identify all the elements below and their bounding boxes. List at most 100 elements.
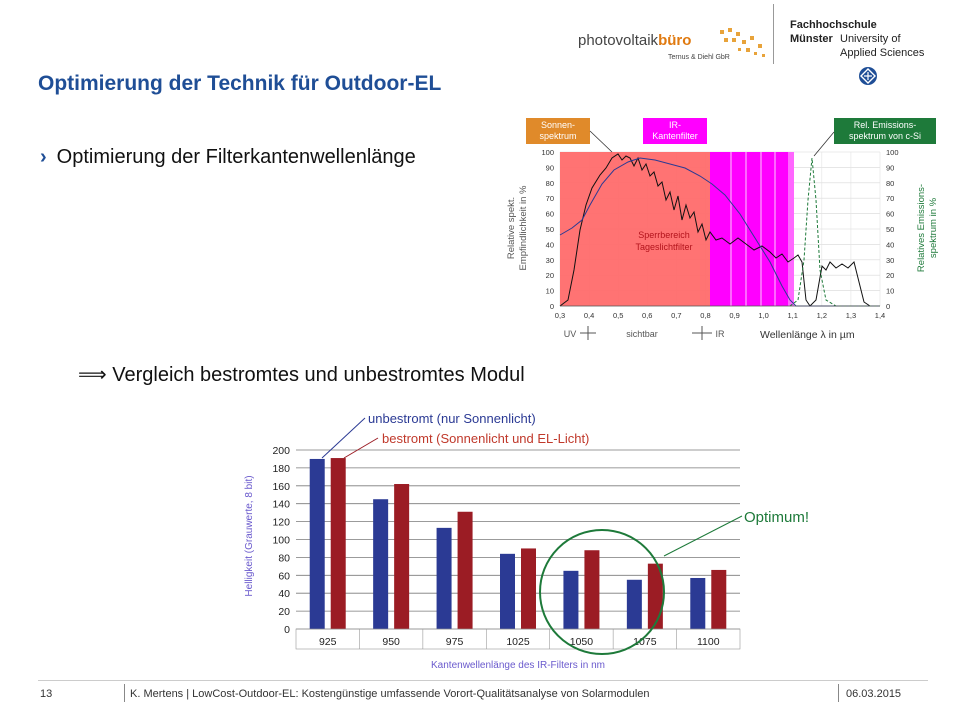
spec-ytick-right: 40 xyxy=(886,240,894,249)
chevron-right-icon: › xyxy=(40,146,47,168)
callout-em-2: spektrum von c-Si xyxy=(849,131,921,141)
legend-bestromt-line xyxy=(343,437,379,459)
bar-bestromt xyxy=(457,511,473,629)
spec-xtick: 0,9 xyxy=(729,311,739,320)
spec-ytick-left: 0 xyxy=(550,302,554,311)
footer-date: 06.03.2015 xyxy=(846,688,902,700)
fh-line-2a: Münster xyxy=(790,33,833,45)
bar-xtick: 950 xyxy=(382,636,400,648)
optimum-line xyxy=(663,515,743,557)
fh-line-1: Fachhochschule xyxy=(790,19,877,31)
spec-ytick-right: 80 xyxy=(886,179,894,188)
logo-text-main: photovoltaik xyxy=(578,32,659,49)
spec-ytick-right: 10 xyxy=(886,287,894,296)
callout-em-box xyxy=(834,118,936,144)
optimum-label: Optimum! xyxy=(744,509,809,526)
callout-sun-box xyxy=(526,118,590,144)
spec-ytick-right: 100 xyxy=(886,148,899,157)
footer-page-number: 13 xyxy=(40,688,53,700)
fh-line-3: Applied Sciences xyxy=(840,47,925,59)
bar-ytick: 60 xyxy=(278,570,290,582)
callout-sun-line xyxy=(589,130,613,153)
logo-dot-pattern xyxy=(718,26,768,60)
logo-text-accent: büro xyxy=(658,32,692,49)
bar-axes: 0 20 40 60 80 100 120 140 160 180 200 925 950 975 1025… xyxy=(272,445,741,650)
bar-unbestromt xyxy=(436,527,452,629)
spectrum-xlabel: Wellenlänge λ in µm xyxy=(760,329,855,341)
sun-spectrum-curve xyxy=(559,153,880,307)
legend-unbestromt-line xyxy=(321,417,366,459)
spec-ytick-left: 10 xyxy=(546,287,554,296)
ylabel-left-1: Relative spekt. xyxy=(506,197,517,259)
legend-unbestromt: unbestromt (nur Sonnenlicht) xyxy=(368,411,536,426)
blocking-region xyxy=(560,152,710,306)
callout-ir-box xyxy=(643,118,707,144)
bar-unbestromt xyxy=(690,577,706,629)
bar-xtick: 1075 xyxy=(633,636,657,648)
bar-unbestromt xyxy=(373,499,389,629)
spec-xtick: 0,6 xyxy=(642,311,652,320)
callout-sun-1: Sonnen- xyxy=(541,120,575,130)
bar-bestromt xyxy=(521,548,536,629)
bar-ytick: 120 xyxy=(272,517,290,529)
spec-xtick: 0,4 xyxy=(584,311,594,320)
bar-ytick: 40 xyxy=(278,588,290,600)
spec-xtick: 0,5 xyxy=(613,311,623,320)
bar-xaxis-box xyxy=(295,628,741,650)
callout-ir-2: Kantenfilter xyxy=(652,131,698,141)
spectrum-axes: 0 0 10 10 20 20 30 30 40 40 50 50 60 60 70 70 80 80 90 90 10… xyxy=(541,148,898,320)
ylabel-right-2: spektrum in % xyxy=(928,197,939,258)
spec-ytick-left: 80 xyxy=(546,179,554,188)
bar-bestromt xyxy=(711,569,727,629)
spec-ytick-right: 60 xyxy=(886,210,894,219)
spec-xtick: 0,7 xyxy=(671,311,681,320)
header-divider xyxy=(773,4,774,64)
bar-grid xyxy=(296,449,740,630)
spec-ytick-left: 50 xyxy=(546,225,554,234)
footer-text: K. Mertens | LowCost-Outdoor-EL: Kosteng… xyxy=(130,688,650,700)
spec-ytick-left: 60 xyxy=(546,210,554,219)
band-uv: UV xyxy=(564,329,577,339)
bar-marks xyxy=(309,458,727,629)
bar-xtick: 1050 xyxy=(570,636,594,648)
spec-xtick: 0,8 xyxy=(700,311,710,320)
optimum-circle xyxy=(539,529,665,655)
ylabel-left-2: Empfindlichkeit in % xyxy=(518,185,529,271)
footer-divider-2 xyxy=(838,684,839,702)
bar-xtick: 1025 xyxy=(506,636,530,648)
spec-ytick-left: 40 xyxy=(546,240,554,249)
legend-bestromt: bestromt (Sonnenlicht und EL-Licht) xyxy=(382,431,589,446)
callout-em-line xyxy=(813,131,835,157)
spec-ytick-left: 100 xyxy=(541,148,554,157)
bar-xtick: 1100 xyxy=(697,636,720,648)
bullet-2: ⟹ Vergleich bestromtes und unbestromtes … xyxy=(78,364,525,386)
ylabel-right-1: Relatives Emissions- xyxy=(916,184,927,272)
spec-ytick-right: 90 xyxy=(886,163,894,172)
spec-ytick-right: 30 xyxy=(886,256,894,265)
band-ir: IR xyxy=(716,329,726,339)
bar-bestromt xyxy=(584,550,600,629)
footer-divider-1 xyxy=(124,684,125,702)
spec-xtick: 1,0 xyxy=(758,311,768,320)
bullet-1-text: Optimierung der Filterkantenwellenlänge xyxy=(56,146,416,168)
bullet-1: › Optimierung der Filterkantenwellenlänge xyxy=(40,146,416,169)
university-name: Fachhochschule Münster University of Appl… xyxy=(790,18,924,60)
bar-ylabel: Helligkeit (Grauwerte, 8 bit) xyxy=(244,475,255,596)
page-title: Optimierung der Technik für Outdoor-EL xyxy=(38,72,442,95)
bar-bestromt xyxy=(647,563,663,629)
block-label-1: Sperrbereich xyxy=(638,230,690,240)
emission-curve xyxy=(789,157,880,307)
spec-xtick: 1,1 xyxy=(788,311,798,320)
spec-ytick-right: 0 xyxy=(886,302,890,311)
bar-unbestromt xyxy=(563,570,579,629)
photovoltaikbuero-logo: photovoltaikbüro xyxy=(578,32,691,49)
bar-xtick: 925 xyxy=(319,636,337,648)
bar-ytick: 140 xyxy=(272,499,290,511)
fh-line-2: Münster University of xyxy=(790,32,924,46)
callout-ir-1: IR- xyxy=(669,120,681,130)
footer-rule xyxy=(38,680,928,681)
spec-ytick-right: 20 xyxy=(886,271,894,280)
bar-ytick: 200 xyxy=(272,445,290,457)
fh-line-2b: University of xyxy=(840,33,901,45)
